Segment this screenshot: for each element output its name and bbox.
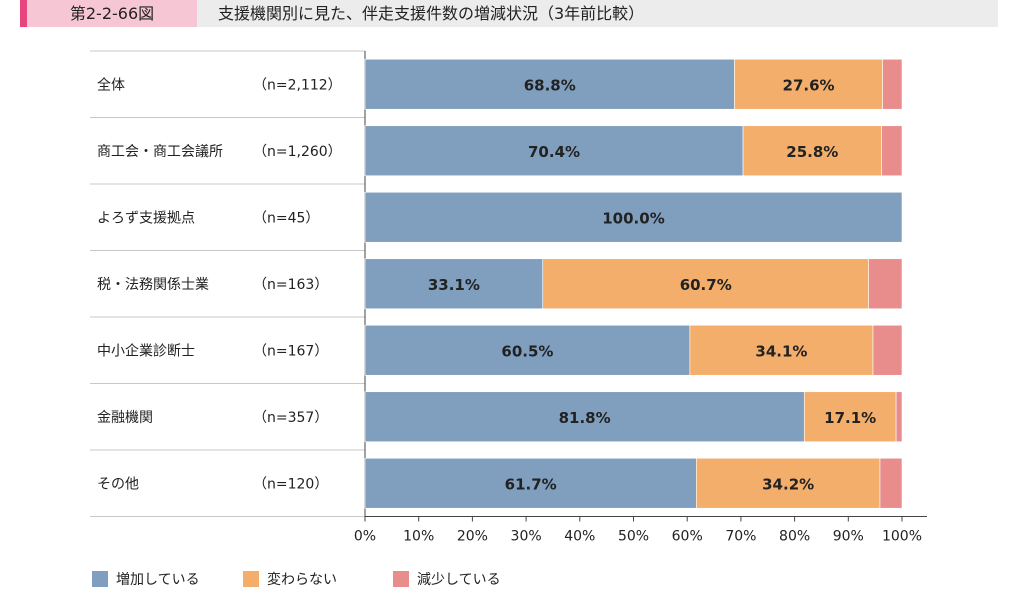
data-label: 27.6% — [783, 76, 835, 94]
bar-segment — [742, 125, 882, 177]
sample-size-label: （n=45） — [253, 210, 319, 226]
bar-segment — [364, 391, 805, 443]
category-label: 全体 — [97, 76, 125, 93]
bar-segment — [364, 58, 735, 110]
data-label: 60.5% — [501, 342, 553, 360]
sample-size-label: （n=163） — [253, 277, 328, 293]
data-label: 61.7% — [505, 475, 557, 493]
figure-label: 第2-2-66図 — [27, 0, 197, 27]
legend-item-increase: 増加している — [92, 570, 200, 588]
x-tick-label: 20% — [457, 529, 488, 545]
data-label: 100.0% — [602, 209, 664, 227]
legend-swatch-unchanged — [243, 571, 259, 587]
bar-segment — [879, 457, 903, 509]
category-label: 商工会・商工会議所 — [97, 143, 223, 160]
x-tick-label: 40% — [564, 529, 595, 545]
x-tick-label: 10% — [403, 529, 434, 545]
data-label: 68.8% — [524, 76, 576, 94]
bar-segment — [872, 324, 903, 376]
category-label: 金融機関 — [97, 410, 153, 426]
bar-segment — [696, 457, 881, 509]
sample-size-label: （n=357） — [253, 410, 328, 426]
x-tick-label: 50% — [618, 529, 649, 545]
legend-label-unchanged: 変わらない — [267, 572, 337, 588]
category-label: 中小企業診断士 — [97, 342, 195, 359]
sample-size-label: （n=167） — [253, 343, 328, 359]
category-label: よろず支援拠点 — [97, 210, 195, 226]
bar-segment — [895, 391, 903, 443]
sample-size-label: （n=2,112） — [253, 77, 342, 93]
bar-segment — [882, 58, 903, 110]
legend-label-increase: 増加している — [116, 572, 200, 588]
data-label: 34.2% — [762, 475, 814, 493]
legend-item-unchanged: 変わらない — [243, 570, 337, 588]
legend-swatch-decrease — [393, 571, 409, 587]
bar-segment — [364, 457, 697, 509]
bar-segment — [364, 258, 544, 310]
chart-title: 支援機関別に見た、伴走支援件数の増減状況（3年前比較） — [218, 4, 645, 23]
data-label: 25.8% — [786, 143, 838, 161]
bar-segment — [734, 58, 883, 110]
bar-segment — [689, 324, 874, 376]
bar-segment — [803, 391, 897, 443]
bar-segment — [881, 125, 903, 177]
x-tick-label: 0% — [354, 529, 376, 545]
data-label: 70.4% — [528, 143, 580, 161]
legend-swatch-increase — [92, 571, 108, 587]
data-label: 81.8% — [559, 409, 611, 427]
legend-item-decrease: 減少している — [393, 570, 501, 588]
bar-segment — [364, 125, 744, 177]
x-tick-label: 80% — [779, 529, 810, 545]
bar-segment — [868, 258, 903, 310]
x-tick-label: 70% — [725, 529, 756, 545]
category-label: 税・法務関係士業 — [97, 277, 209, 293]
bar-segment — [364, 324, 691, 376]
category-label: その他 — [97, 476, 139, 492]
x-tick-label: 100% — [882, 529, 922, 545]
sample-size-label: （n=1,260） — [253, 144, 342, 160]
data-label: 17.1% — [824, 409, 876, 427]
x-tick-label: 30% — [511, 529, 542, 545]
data-label: 60.7% — [680, 276, 732, 294]
data-label: 33.1% — [428, 276, 480, 294]
x-tick-label: 90% — [833, 529, 864, 545]
bar-segment — [364, 191, 903, 243]
title-accent — [20, 0, 27, 27]
data-label: 34.1% — [755, 342, 807, 360]
sample-size-label: （n=120） — [253, 476, 328, 492]
x-tick-label: 60% — [672, 529, 703, 545]
legend-label-decrease: 減少している — [417, 572, 501, 588]
